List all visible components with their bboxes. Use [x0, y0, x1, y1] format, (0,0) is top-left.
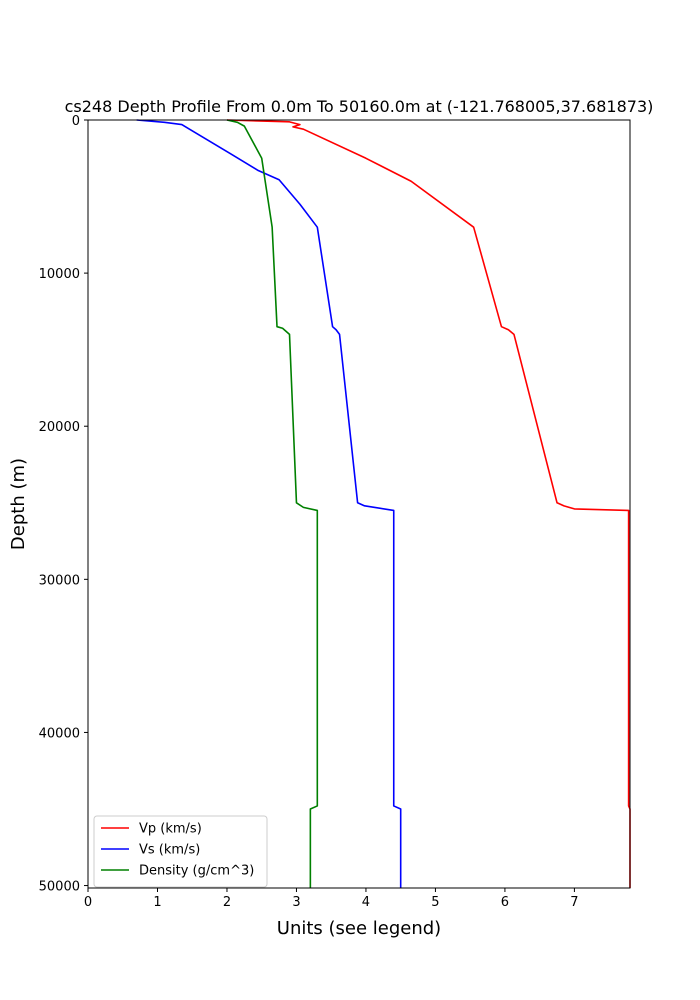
legend-label-1: Vs (km/s) — [139, 843, 200, 858]
x-tick-label: 7 — [570, 895, 578, 910]
y-tick-label: 10000 — [39, 267, 80, 282]
legend-box — [93, 815, 268, 888]
series-line-1 — [136, 119, 402, 888]
y-tick-label: 30000 — [39, 573, 80, 588]
series-line-0 — [226, 119, 631, 888]
x-tick-label: 4 — [362, 895, 370, 910]
x-tick-label: 3 — [292, 895, 300, 910]
y-tick-label: 40000 — [39, 726, 80, 741]
chart-title: cs248 Depth Profile From 0.0m To 50160.0… — [65, 97, 654, 116]
legend: Vp (km/s) Vs (km/s) Density (g/cm^3) — [93, 815, 268, 888]
legend-label-2: Density (g/cm^3) — [139, 864, 254, 879]
x-axis-label: Units (see legend) — [277, 918, 441, 939]
x-tick-label: 2 — [223, 895, 231, 910]
axes-frame — [87, 119, 631, 889]
y-tick-label: 20000 — [39, 420, 80, 435]
y-axis: 0 10000 20000 30000 40000 50000 — [39, 114, 88, 895]
y-tick-label: 50000 — [39, 880, 80, 895]
x-tick-label: 5 — [431, 895, 439, 910]
x-tick-label: 0 — [84, 895, 92, 910]
legend-label-0: Vp (km/s) — [139, 822, 202, 837]
y-tick-label: 0 — [72, 114, 80, 129]
x-tick-label: 6 — [501, 895, 509, 910]
y-axis-label: Depth (m) — [8, 458, 29, 550]
x-tick-label: 1 — [153, 895, 161, 910]
plot-area — [136, 119, 631, 888]
x-axis: 0 1 2 3 4 5 6 7 — [84, 888, 579, 910]
series-line-2 — [226, 119, 319, 888]
